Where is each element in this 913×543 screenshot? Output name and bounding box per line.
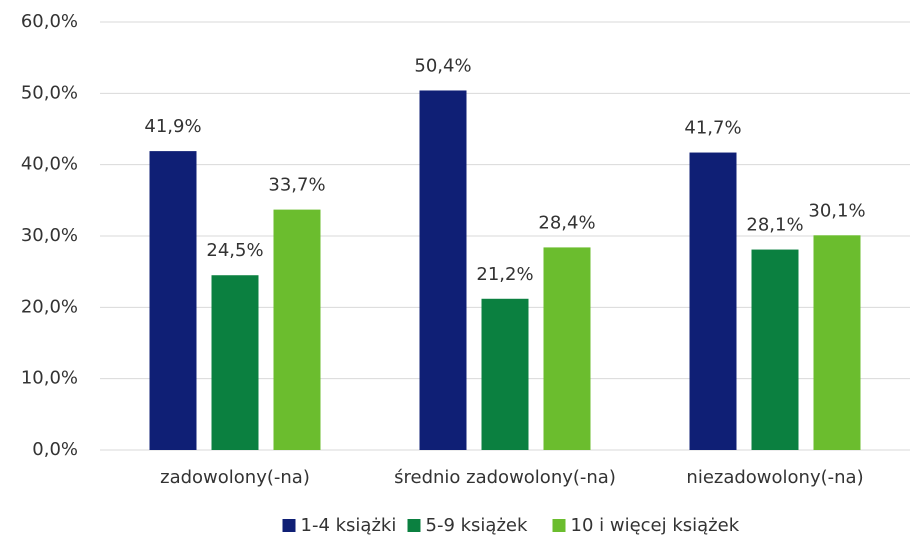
value-label: 21,2% [476, 264, 533, 285]
value-label: 28,4% [538, 212, 595, 233]
value-label: 33,7% [268, 175, 325, 196]
legend-label: 1-4 książki [301, 515, 397, 536]
bar [211, 275, 259, 450]
legend-swatch [407, 519, 421, 532]
legend-label: 10 i więcej książek [571, 515, 740, 536]
y-tick-label: 40,0% [21, 154, 78, 175]
value-label: 30,1% [808, 200, 865, 221]
value-label: 50,4% [414, 55, 471, 76]
y-tick-label: 50,0% [21, 82, 78, 103]
value-label: 41,9% [144, 116, 201, 137]
value-label: 24,5% [206, 240, 263, 261]
y-tick-label: 30,0% [21, 225, 78, 246]
bar [149, 151, 197, 450]
bar [273, 209, 321, 450]
x-tick-label: średnio zadowolony(-na) [394, 467, 616, 488]
y-tick-label: 60,0% [21, 11, 78, 32]
bar [543, 247, 591, 450]
x-tick-label: zadowolony(-na) [160, 467, 310, 488]
x-tick-label: niezadowolony(-na) [686, 467, 863, 488]
legend-label: 5-9 książek [426, 515, 528, 536]
bar [751, 249, 799, 450]
y-tick-label: 10,0% [21, 368, 78, 389]
bar [813, 235, 861, 450]
legend-swatch [552, 519, 566, 532]
bar [689, 152, 737, 451]
value-label: 41,7% [684, 118, 741, 139]
bar [481, 298, 529, 450]
y-tick-label: 20,0% [21, 296, 78, 317]
y-tick-label: 0,0% [32, 439, 78, 460]
legend-swatch [282, 519, 296, 532]
value-label: 28,1% [746, 215, 803, 236]
bar [419, 90, 467, 450]
